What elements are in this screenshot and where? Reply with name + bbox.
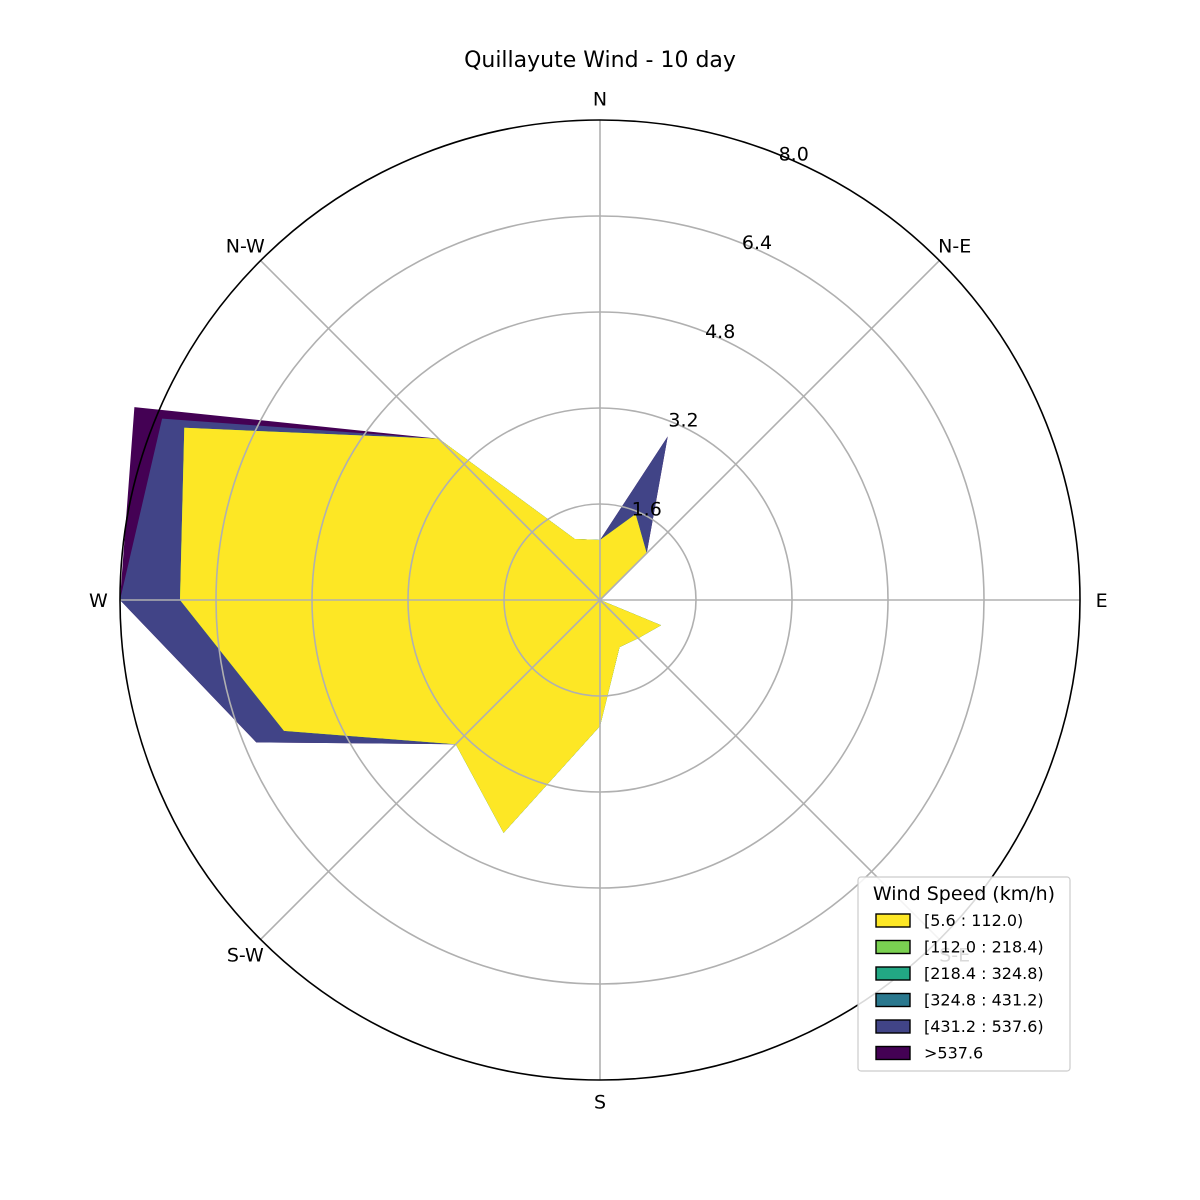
radial-tick-label-2: 4.8 — [705, 321, 735, 343]
direction-label-n-e: N-E — [938, 235, 971, 257]
chart-title: Quillayute Wind - 10 day — [464, 48, 736, 73]
direction-label-e: E — [1096, 590, 1108, 612]
legend-entry-2: [218.4 : 324.8) — [924, 964, 1044, 983]
direction-label-n-w: N-W — [226, 235, 265, 257]
outer-frame — [119, 119, 1081, 1081]
petal-layers — [120, 407, 668, 833]
legend-swatch-1 — [875, 939, 911, 955]
legend-swatch-3 — [875, 992, 911, 1008]
grid-spoke-7 — [260, 260, 601, 601]
legend-entry-5: >537.6 — [924, 1044, 983, 1063]
legend-box — [857, 876, 1071, 1072]
legend-title: Wind Speed (km/h) — [873, 883, 1055, 905]
legend-entry-0: [5.6 : 112.0) — [924, 911, 1023, 930]
radial-tick-label-1: 3.2 — [668, 410, 698, 432]
radial-tick-labels: 1.6 3.2 4.8 6.4 8.0 — [632, 144, 809, 521]
legend-swatch-4 — [875, 1019, 911, 1034]
direction-label-n: N — [593, 88, 607, 110]
legend-swatch-2 — [875, 966, 911, 981]
grid-spoke-1 — [599, 260, 940, 601]
radial-tick-label-3: 6.4 — [742, 232, 772, 254]
direction-label-s: S — [594, 1092, 606, 1114]
legend-entry-3: [324.8 : 431.2) — [924, 991, 1044, 1010]
radial-tick-label-0: 1.6 — [632, 498, 662, 520]
legend-swatch-0 — [875, 913, 911, 928]
radial-tick-label-4: 8.0 — [779, 144, 809, 166]
legend-entry-4: [431.2 : 537.6) — [924, 1017, 1044, 1036]
petal-layer-0 — [180, 427, 661, 833]
legend: Wind Speed (km/h) [5.6 : 112.0) [112.0 : 2… — [857, 876, 1071, 1072]
legend-entry-1: [112.0 : 218.4) — [924, 938, 1044, 957]
direction-label-w: W — [89, 590, 108, 612]
direction-label-s-w: S-W — [227, 945, 264, 967]
legend-swatch-5 — [875, 1045, 911, 1061]
grid-spoke-5 — [260, 599, 601, 940]
